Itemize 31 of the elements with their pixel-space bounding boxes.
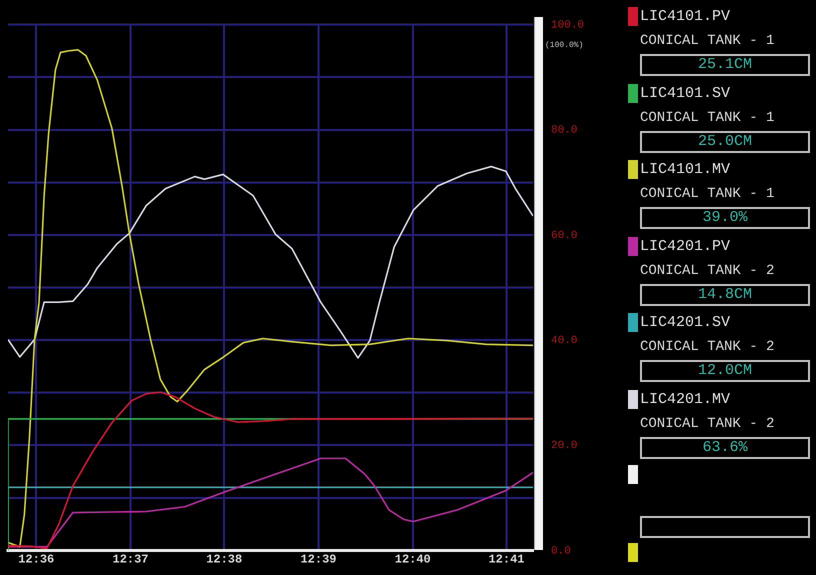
text: CONICAL TANK - 1 <box>639 185 776 204</box>
legend-label: LIC4201.PV <box>639 236 732 256</box>
y-tick-label: 100.0 <box>550 20 584 32</box>
text: 12.0CM <box>640 360 810 382</box>
text: 63.6% <box>640 436 810 458</box>
y-tick-label: 80.0 <box>550 124 578 137</box>
text: CONICAL TANK - 2 <box>639 414 776 434</box>
legend-label: LIC4101.SV <box>639 84 732 104</box>
legend-label: LIC4101.MV <box>639 160 732 180</box>
text: CONICAL TANK - 2 <box>639 338 776 357</box>
text: CONICAL TANK - 1 <box>639 32 776 51</box>
y-tick-label: 60.0 <box>550 230 578 242</box>
x-tick-label: 12:36 <box>18 552 54 567</box>
text: CONICAL TANK - 1 <box>639 108 776 128</box>
text: 39.0% <box>640 207 810 229</box>
y-tick-label: 40.0 <box>550 334 578 347</box>
y-tick-label: 0.0 <box>550 545 571 558</box>
text: 25.1CM <box>640 54 810 76</box>
legend-label: LIC4201.SV <box>639 313 732 333</box>
text: CONICAL TANK - 2 <box>639 262 776 280</box>
text: (100.0%) <box>544 40 584 50</box>
text: 14.8CM <box>640 284 810 306</box>
x-tick-label: 12:41 <box>488 552 524 567</box>
x-tick-label: 12:37 <box>112 552 149 567</box>
x-tick-label: 12:40 <box>394 552 431 567</box>
legend-label: LIC4101.PV <box>639 7 732 27</box>
y-tick-label: 20.0 <box>550 440 578 452</box>
x-tick-label: 12:39 <box>300 552 336 567</box>
legend-label: LIC4201.MV <box>639 390 732 410</box>
text: 25.0CM <box>640 130 810 152</box>
x-tick-label: 12:38 <box>206 552 242 567</box>
